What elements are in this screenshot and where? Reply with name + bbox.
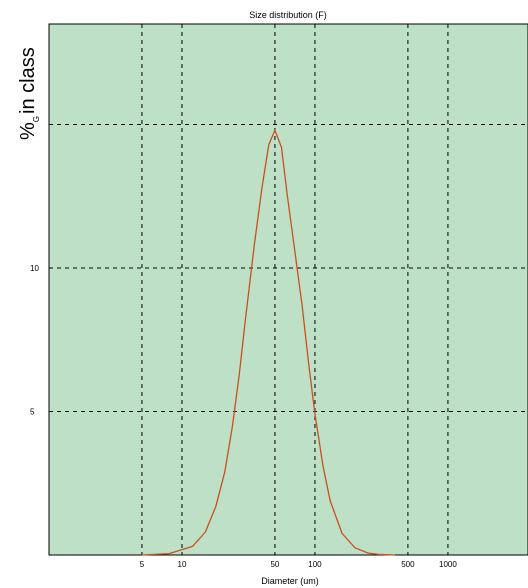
y-tick-label: 10: [30, 264, 39, 273]
y-tick-label: 5: [30, 407, 35, 416]
y-axis-label: %Gin class: [17, 47, 41, 140]
tick-labels: 5 10 50 100 500 1000 5 10: [30, 264, 457, 569]
chart-title: Size distribution (F): [249, 10, 327, 20]
svg-text:%Gin class: %Gin class: [17, 47, 41, 140]
x-tick-label: 5: [140, 560, 145, 569]
x-tick-label: 1000: [439, 560, 457, 569]
distribution-line: [141, 129, 396, 556]
y-axis-label-subscript: G: [32, 116, 41, 122]
grid: [49, 24, 528, 555]
series: [141, 129, 396, 556]
x-tick-label: 100: [308, 560, 322, 569]
x-tick-label: 10: [178, 560, 187, 569]
plot-area: [48, 23, 528, 556]
x-axis-label: Diameter (um): [261, 576, 319, 586]
y-axis-label-main: %: [17, 122, 39, 140]
x-tick-label: 50: [270, 560, 279, 569]
x-tick-label: 500: [401, 560, 415, 569]
y-axis-label-suffix: in class: [17, 47, 39, 114]
